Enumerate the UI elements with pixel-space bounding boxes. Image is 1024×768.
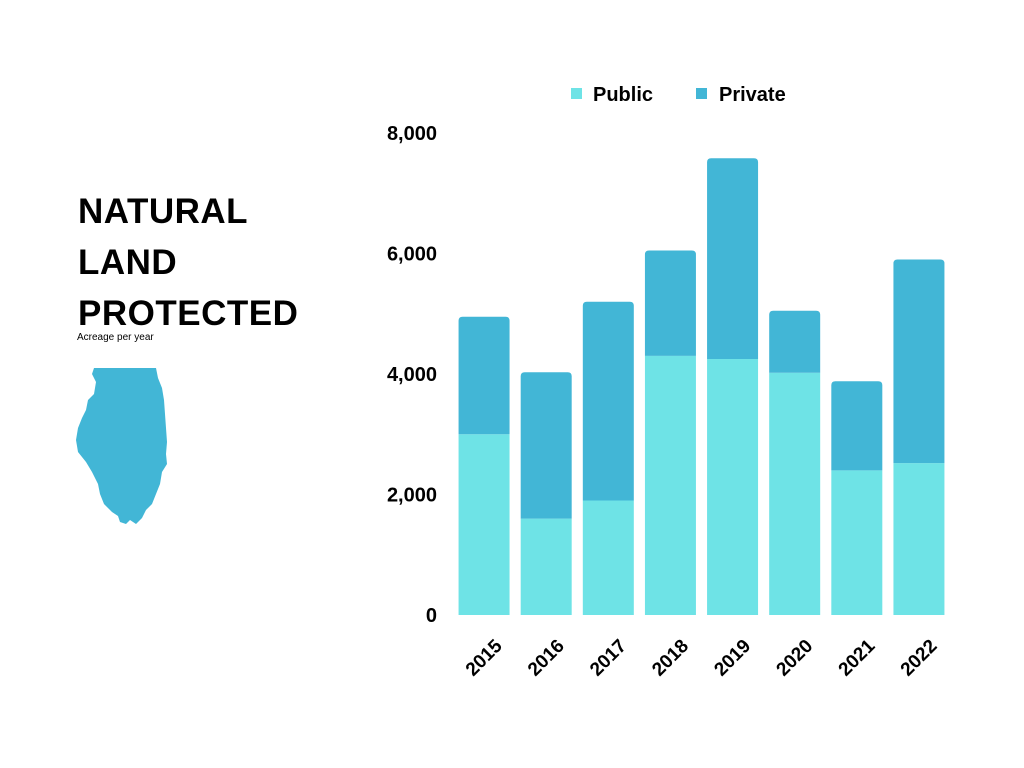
bar-public-2016 (520, 518, 572, 615)
y-tick-label: 0 (426, 605, 437, 627)
bar-public-2017 (582, 500, 634, 615)
title-line: NATURAL (78, 192, 249, 231)
x-tick-label: 2019 (710, 636, 755, 681)
illinois-shape (76, 368, 167, 524)
illinois-map-icon (76, 368, 167, 524)
legend-swatch-public (571, 88, 582, 99)
x-axis: 2015 2016 2017 2018 2019 2020 2021 2022 (462, 635, 942, 680)
y-tick-label: 4,000 (387, 364, 437, 386)
x-tick-label: 2022 (897, 636, 942, 681)
bars-group (458, 158, 945, 615)
title-line: LAND (78, 243, 178, 282)
y-tick-label: 6,000 (387, 244, 437, 266)
bar-public-2021 (831, 470, 883, 615)
bar-public-2019 (707, 358, 759, 615)
x-tick-label: 2018 (648, 636, 693, 681)
title-line: PROTECTED (78, 294, 299, 333)
x-tick-label: 2015 (462, 635, 507, 680)
chart-title: NATURAL LAND PROTECTED (78, 186, 298, 339)
legend-swatch-private (696, 88, 707, 99)
chart-subtitle: Acreage per year (77, 332, 154, 343)
y-tick-label: 8,000 (387, 123, 437, 145)
y-axis: 0 2,000 4,000 6,000 8,000 (387, 123, 437, 627)
bar-public-2020 (769, 372, 821, 615)
legend-label-private: Private (719, 84, 786, 106)
bar-private-2017 (582, 301, 634, 501)
bar-private-2021 (831, 381, 883, 471)
bar-private-2018 (644, 250, 696, 356)
x-tick-label: 2016 (524, 636, 569, 681)
x-tick-label: 2017 (586, 636, 631, 681)
bar-public-2022 (893, 463, 945, 615)
bar-private-2016 (520, 372, 572, 519)
bar-private-2022 (893, 259, 945, 464)
bar-public-2015 (458, 434, 510, 615)
x-tick-label: 2021 (835, 635, 880, 680)
bar-private-2019 (707, 158, 759, 359)
chart-legend: Public Private (571, 84, 786, 106)
x-tick-label: 2020 (773, 636, 818, 681)
bar-private-2015 (458, 316, 510, 435)
legend-label-public: Public (593, 84, 653, 106)
bar-private-2020 (769, 310, 821, 373)
bar-public-2018 (644, 355, 696, 615)
y-tick-label: 2,000 (387, 485, 437, 507)
